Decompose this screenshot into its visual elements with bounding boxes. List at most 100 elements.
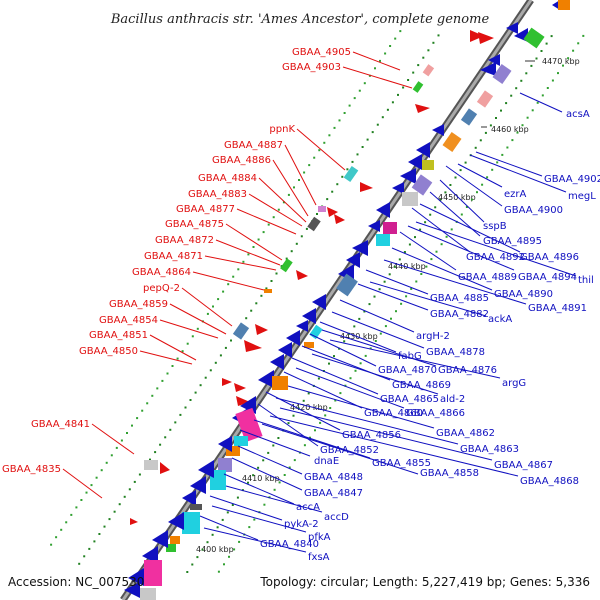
track-dot	[506, 146, 509, 149]
track-dot	[302, 399, 305, 402]
gene-label: GBAA_4877	[176, 204, 235, 215]
track-dot	[326, 198, 329, 201]
track-dot	[388, 273, 391, 276]
track-dot	[545, 42, 548, 45]
track-dot	[231, 504, 234, 506]
track-dot	[414, 236, 416, 239]
track-dot	[252, 246, 255, 248]
track-dot	[206, 541, 209, 544]
track-dot	[219, 354, 222, 357]
track-dot	[572, 49, 575, 52]
track-dot	[343, 340, 346, 343]
track-dot	[444, 191, 447, 194]
track-dot	[83, 555, 86, 558]
track-dot	[85, 491, 88, 494]
track-dot	[186, 342, 189, 345]
gene-label: GBAA_4903	[282, 62, 341, 73]
track-dot	[535, 57, 538, 60]
accession-label: Accession: NC_007530	[8, 575, 144, 589]
track-dot	[206, 312, 209, 315]
track-dot	[376, 123, 379, 126]
scale-label: 4420 kbp	[290, 403, 328, 412]
scale-label: 4470 kbp	[542, 57, 580, 66]
track-dot	[353, 97, 356, 100]
track-dot	[361, 146, 364, 148]
track-dot	[474, 146, 477, 149]
track-dot	[489, 124, 492, 127]
track-dot	[408, 243, 411, 246]
track-dot	[495, 117, 497, 119]
track-dot	[354, 369, 357, 372]
track-dot	[223, 563, 225, 566]
track-dot	[278, 481, 281, 484]
track-dot	[374, 340, 377, 342]
track-dot	[520, 79, 523, 82]
track-dot	[398, 258, 401, 261]
track-dot	[339, 392, 342, 395]
track-dot	[98, 533, 101, 535]
gene-label: GBAA_4851	[89, 330, 148, 341]
track-dot	[369, 347, 372, 350]
track-dot	[50, 543, 53, 546]
track-dot	[292, 414, 295, 417]
track-dot	[277, 208, 280, 211]
track-dot	[78, 562, 81, 565]
track-dot	[550, 35, 553, 38]
track-dot	[464, 161, 467, 164]
track-dot	[201, 548, 204, 551]
topology-label: Topology: circular; Length: 5,227,419 bp…	[259, 575, 590, 589]
gene-label: ezrA	[504, 189, 527, 200]
track-dot	[166, 372, 169, 375]
track-dot	[496, 161, 499, 164]
track-dot	[430, 258, 433, 261]
track-dot	[267, 451, 270, 454]
track-dot	[128, 488, 131, 491]
track-dot	[521, 124, 524, 127]
track-dot	[224, 346, 227, 349]
gene-label: GBAA_4866	[406, 408, 465, 419]
track-dot	[176, 357, 179, 360]
scale-label: 4410 kbp	[242, 474, 280, 483]
right-gene-labels: acsA GBAA_4902 megL ezrA GBAA_4900 sspB …	[199, 92, 600, 563]
track-dot	[403, 251, 406, 253]
track-dot	[293, 459, 296, 462]
track-dot	[371, 131, 374, 134]
scale-label: 4450 kbp	[438, 193, 476, 202]
track-dot	[525, 72, 528, 75]
gene-label: ackA	[488, 314, 512, 325]
track-dot	[287, 422, 290, 425]
track-dot	[445, 235, 448, 238]
track-dot	[319, 421, 322, 424]
track-dot	[257, 238, 260, 241]
track-dot	[273, 488, 276, 491]
track-dot	[449, 184, 452, 186]
track-dot	[233, 548, 236, 551]
track-dot	[353, 325, 356, 328]
gene-label: sspB	[483, 221, 507, 232]
track-dot	[465, 206, 468, 208]
gene-label: GBAA_4895	[483, 236, 542, 247]
track-dot	[164, 436, 167, 439]
track-dot	[331, 190, 334, 193]
track-dot	[437, 34, 440, 37]
gene-label: ppnK	[269, 124, 295, 135]
track-dot	[328, 362, 330, 365]
gene-label: GBAA_4862	[436, 428, 495, 439]
track-dot	[265, 287, 268, 290]
track-dot	[141, 409, 144, 412]
gene-label: acsA	[566, 109, 590, 120]
track-dot	[551, 79, 554, 82]
track-dot	[412, 71, 415, 74]
track-dot	[236, 496, 239, 499]
track-dot	[293, 186, 295, 189]
gene-label: GBAA_4883	[188, 189, 247, 200]
track-dot	[118, 503, 121, 506]
track-dot	[184, 406, 187, 409]
track-dot	[429, 213, 432, 216]
track-dot	[103, 525, 106, 528]
gene-label: GBAA_4891	[528, 303, 587, 314]
track-dot	[577, 42, 580, 45]
track-dot	[196, 327, 199, 330]
track-dot	[324, 414, 327, 417]
gene-label: megL	[568, 191, 596, 202]
